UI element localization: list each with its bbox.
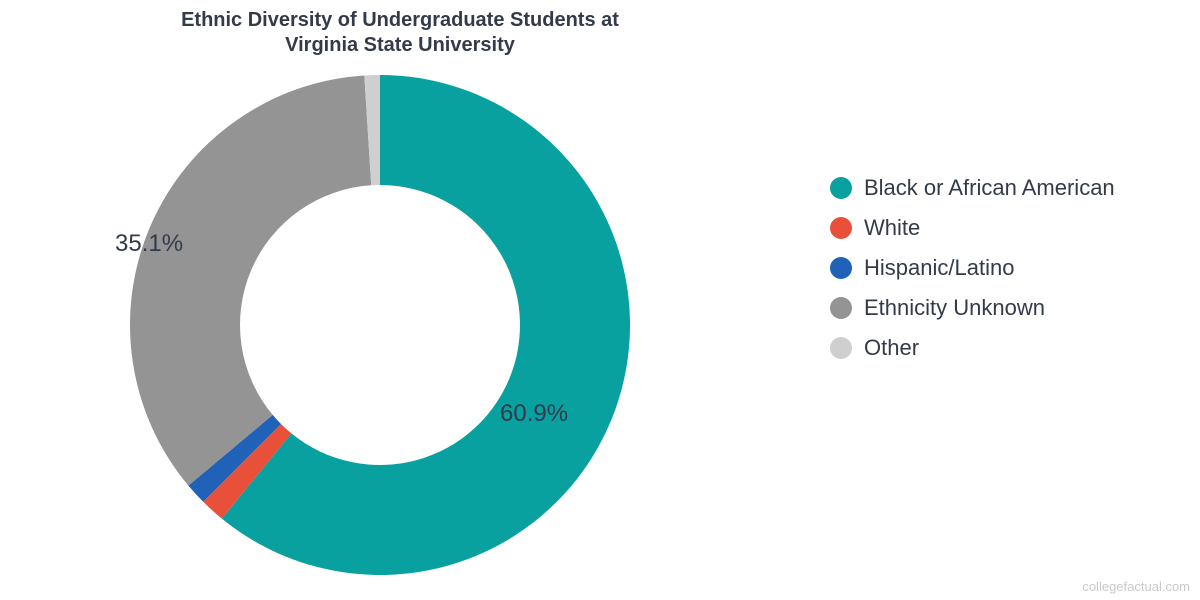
legend-swatch-icon [830,257,852,279]
donut-data-label-1: 35.1% [115,230,183,258]
legend-swatch-icon [830,217,852,239]
donut-data-label-0: 60.9% [500,400,568,428]
legend-label: Black or African American [864,175,1115,201]
legend-item-4: Other [830,335,1115,361]
legend-swatch-icon [830,337,852,359]
donut-slice-3 [130,75,371,485]
donut-svg [120,65,640,585]
legend-item-3: Ethnicity Unknown [830,295,1115,321]
donut-chart [120,65,640,590]
legend-swatch-icon [830,177,852,199]
legend-swatch-icon [830,297,852,319]
chart-title: Ethnic Diversity of Undergraduate Studen… [0,8,800,58]
legend-item-2: Hispanic/Latino [830,255,1115,281]
attribution-text: collegefactual.com [1082,579,1190,594]
legend-item-0: Black or African American [830,175,1115,201]
legend-item-1: White [830,215,1115,241]
legend-label: Other [864,335,919,361]
chart-container: Ethnic Diversity of Undergraduate Studen… [0,0,1200,600]
legend-label: Ethnicity Unknown [864,295,1045,321]
legend: Black or African American White Hispanic/L… [830,175,1115,375]
legend-label: Hispanic/Latino [864,255,1014,281]
legend-label: White [864,215,920,241]
